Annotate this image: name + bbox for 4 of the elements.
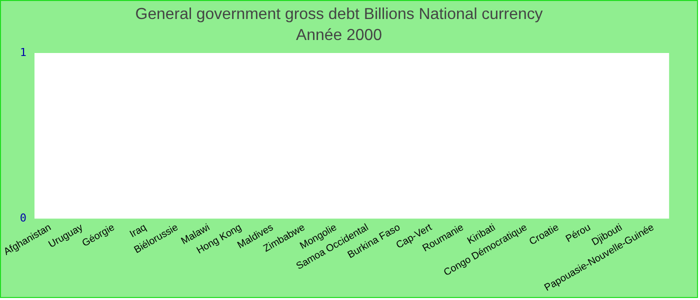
y-tick-label: 1 bbox=[20, 46, 27, 59]
chart-title: General government gross debt Billions National currency bbox=[135, 6, 543, 23]
chart-subtitle: Année 2000 bbox=[296, 26, 382, 44]
y-tick-label: 0 bbox=[20, 211, 27, 224]
